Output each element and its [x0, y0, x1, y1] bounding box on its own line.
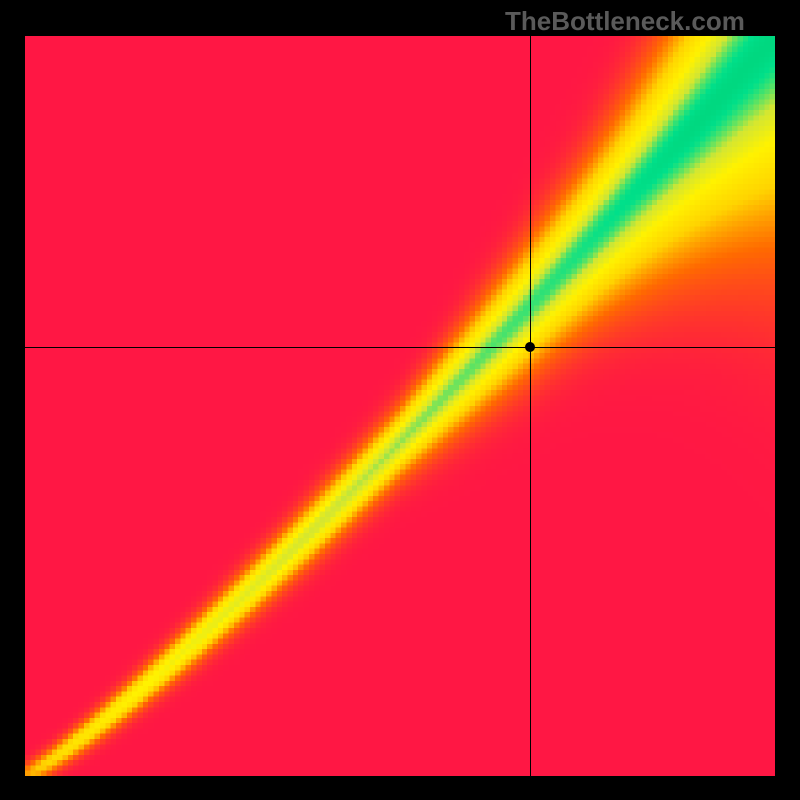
watermark-text: TheBottleneck.com [505, 6, 745, 37]
crosshair-horizontal-line [25, 347, 775, 348]
crosshair-vertical-line [530, 36, 531, 776]
crosshair-marker-dot [525, 342, 535, 352]
bottleneck-heatmap [25, 36, 775, 776]
chart-frame: TheBottleneck.com [0, 0, 800, 800]
